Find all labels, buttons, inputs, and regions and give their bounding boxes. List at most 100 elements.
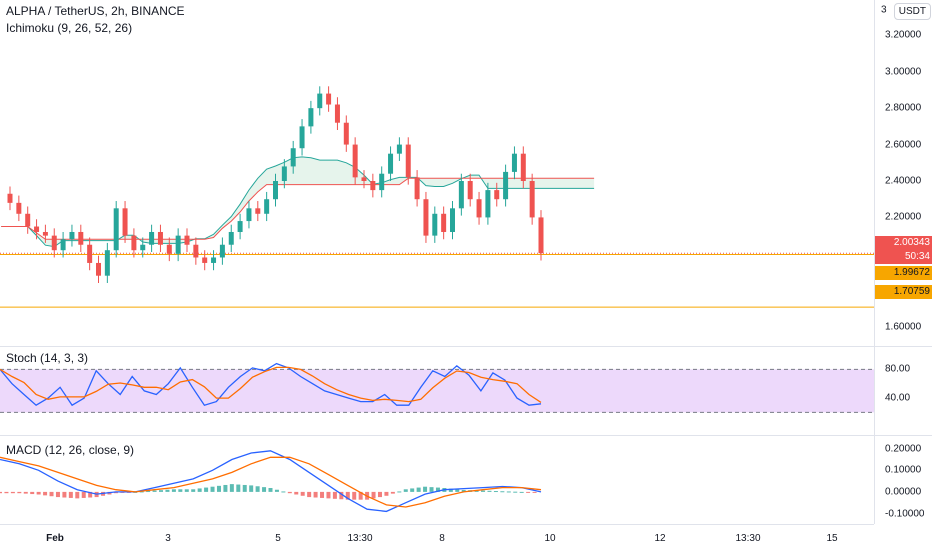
candle-body [485,190,491,218]
macd-histogram-bar [229,484,234,492]
candle-body [423,199,429,236]
candle-body [503,171,509,200]
macd-histogram-bar [307,491,312,498]
candle-body [299,126,305,149]
candle-body [175,235,181,254]
stoch-chart[interactable] [0,347,874,435]
macd-histogram-bar [281,491,286,493]
macd-histogram-bar [300,491,305,496]
currency-button[interactable]: USDT [893,3,931,20]
candle-body [441,213,447,232]
macd-histogram-bar [242,484,247,492]
macd-tick: -0.10000 [885,508,925,519]
stoch-pane[interactable]: Stoch (14, 3, 3) [0,347,874,435]
macd-tick: 0.10000 [885,464,922,476]
candle-body [122,208,128,236]
stoch-d-line [0,366,542,403]
candle-body [414,177,420,200]
macd-histogram-bar [313,491,318,498]
macd-histogram-bar [43,491,48,496]
candle-body [157,231,163,245]
time-tick: 5 [275,533,281,544]
macd-pane[interactable]: MACD (12, 26, close, 9) [0,436,874,524]
macd-histogram-bar [178,489,183,492]
pane-divider[interactable] [0,435,932,436]
candle-body [334,104,340,123]
candle-body [16,202,22,214]
price-chart[interactable] [0,0,874,346]
candle-body [193,244,199,258]
time-axis[interactable]: Feb 3 5 13:30 8 10 12 13:30 15 [0,524,874,551]
time-tick: 13:30 [735,533,761,544]
macd-histogram-bar [326,491,331,499]
candle-body [246,208,252,222]
candle-body [379,173,385,191]
macd-histogram-bar [423,486,428,492]
ichimoku-legend[interactable]: Ichimoku (9, 26, 52, 26) [6,21,133,35]
price-tick-top: 3 [881,4,887,16]
macd-legend[interactable]: MACD (12, 26, close, 9) [6,443,135,457]
candle-body [131,235,137,251]
macd-histogram-bar [448,488,453,492]
ichimoku-span-b [1,177,595,240]
macd-histogram-bar [236,484,241,492]
candle-body [184,235,190,245]
macd-histogram-bar [197,488,202,492]
macd-histogram-bar [23,491,28,494]
time-tick: 3 [165,533,171,544]
macd-chart[interactable] [0,436,874,524]
candle-body [494,190,500,200]
macd-histogram-bar [519,491,524,493]
symbol-title: ALPHA / TetherUS, 2h, BINANCE [6,4,185,18]
macd-histogram-bar [493,491,498,493]
macd-histogram-bar [17,491,22,494]
ichimoku-cloud [1,156,595,247]
candle-body [113,208,119,251]
macd-histogram-bar [390,491,395,494]
macd-histogram-bar [210,486,215,492]
price-tick: 2.20000 [885,211,922,223]
stoch-legend[interactable]: Stoch (14, 3, 3) [6,351,89,365]
macd-histogram-bar [403,489,408,492]
candle-body [317,93,323,109]
macd-histogram-bar [274,489,279,492]
candle-body [326,93,332,105]
macd-histogram-bar [500,491,505,493]
price-pane[interactable]: ALPHA / TetherUS, 2h, BINANCE Ichimoku (… [0,0,874,346]
candle-body [87,244,93,263]
macd-tick: 0.00000 [885,486,922,498]
candle-body [281,166,287,181]
macd-histogram-bar [345,491,350,500]
macd-line [0,450,542,513]
candle-body [290,148,296,167]
macd-histogram-bar [435,487,440,492]
price-tick: 2.40000 [885,175,922,187]
macd-histogram-bar [481,490,486,492]
time-tick: 10 [544,533,556,544]
candle-body [511,153,517,172]
macd-histogram-bar [152,490,157,492]
candle-body [396,144,402,154]
price-tick: 3.00000 [885,66,922,78]
candle-body [51,235,57,251]
candle-body [529,181,535,218]
candle-body [211,257,217,263]
price-axis[interactable]: 3 USDT 3.20000 3.00000 2.80000 2.60000 2.400… [874,0,932,524]
stoch-tick: 80.00 [885,363,911,375]
macd-histogram-bar [429,487,434,492]
macd-histogram-bar [204,487,209,492]
macd-histogram-bar [526,491,531,493]
macd-histogram-bar [0,491,2,494]
macd-histogram-bar [513,491,518,493]
candle-body [219,244,225,258]
pane-divider[interactable] [0,346,932,347]
macd-histogram-bar [532,491,537,493]
macd-histogram-bar [139,491,144,493]
candle-body [458,181,464,209]
candle-body [273,181,278,200]
stoch-band [0,369,874,413]
candle-body [352,144,358,178]
macd-histogram-bar [294,491,299,495]
stoch-k-line [0,362,542,407]
macd-histogram-bar [358,491,363,500]
